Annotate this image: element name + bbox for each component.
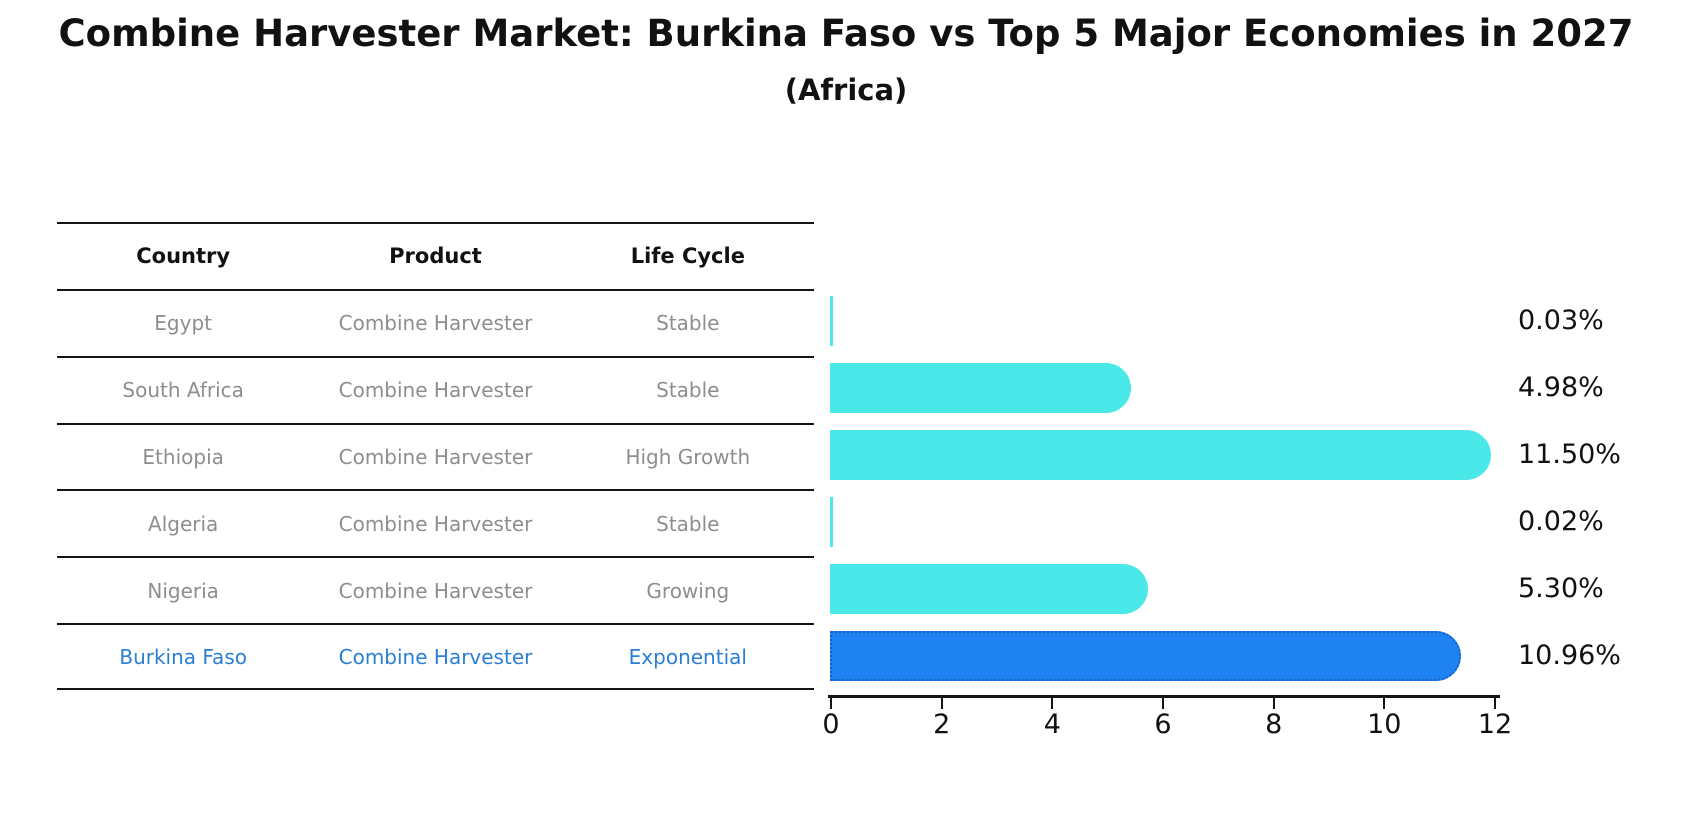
x-axis-tick (940, 698, 943, 709)
product-cell: Combine Harvester (338, 511, 533, 536)
country-cell: Egypt (154, 311, 213, 336)
value-label-egypt: 0.03% (1518, 305, 1604, 336)
product-cell: Combine Harvester (338, 311, 533, 336)
x-axis-tick (1494, 698, 1496, 709)
country-cell: Nigeria (147, 578, 219, 603)
lifecycle-cell: Exponential (628, 644, 747, 669)
column-header-country: Country (136, 244, 231, 269)
product-cell: Combine Harvester (338, 378, 533, 403)
table-row-nigeria: Nigeria Combine Harvester Growing (57, 556, 814, 623)
bar-burkina-faso (830, 631, 1462, 681)
x-axis-tick (1051, 698, 1054, 709)
country-cell: Ethiopia (142, 445, 224, 469)
country-cell: Algeria (148, 511, 219, 536)
table-header-row: Country Product Life Cycle (57, 222, 814, 289)
value-label-nigeria: 5.30% (1518, 573, 1604, 604)
x-axis-tick-label: 12 (1477, 709, 1513, 740)
x-axis-tick (1272, 698, 1275, 709)
lifecycle-cell: Stable (656, 378, 720, 403)
table-row-egypt: Egypt Combine Harvester Stable (57, 288, 814, 356)
bar-egypt (830, 296, 833, 346)
page-subtitle: (Africa) (784, 73, 908, 107)
lifecycle-cell: Stable (656, 511, 720, 536)
value-label-south-africa: 4.98% (1518, 372, 1604, 403)
x-axis-tick-label: 8 (1265, 709, 1283, 740)
x-axis-tick (830, 698, 832, 709)
x-axis-tick-label: 4 (1043, 709, 1061, 740)
country-table: Country Product Life Cycle Egypt Combine… (57, 222, 814, 691)
product-cell: Combine Harvester (338, 644, 533, 669)
country-cell: Burkina Faso (119, 644, 247, 669)
value-label-burkina-faso: 10.96% (1518, 640, 1621, 671)
bar-algeria (830, 497, 833, 547)
column-header-life-cycle: Life Cycle (630, 244, 745, 269)
table-row-algeria: Algeria Combine Harvester Stable (57, 489, 814, 556)
column-header-product: Product (389, 244, 482, 269)
product-cell: Combine Harvester (338, 445, 533, 469)
lifecycle-cell: Growing (646, 578, 730, 603)
bar-ethiopia (830, 430, 1492, 480)
table-row-south-africa: South Africa Combine Harvester Stable (57, 355, 814, 423)
country-cell: South Africa (122, 378, 244, 403)
table-row-burkina-faso: Burkina Faso Combine Harvester Exponenti… (57, 623, 814, 691)
lifecycle-cell: Stable (656, 311, 720, 336)
table-row-ethiopia: Ethiopia Combine Harvester High Growth (57, 422, 814, 490)
product-cell: Combine Harvester (338, 578, 533, 603)
bar-south-africa (830, 363, 1131, 413)
x-axis-tick (1162, 698, 1164, 709)
x-axis-tick-label: 10 (1367, 709, 1402, 740)
value-label-algeria: 0.02% (1518, 506, 1604, 537)
bar-nigeria (830, 564, 1149, 614)
value-label-ethiopia: 11.50% (1518, 439, 1621, 470)
lifecycle-cell: High Growth (625, 445, 751, 469)
x-axis-tick-label: 0 (822, 709, 840, 740)
page-title: Combine Harvester Market: Burkina Faso v… (58, 12, 1634, 55)
x-axis-tick-label: 2 (933, 709, 951, 740)
x-axis-line (828, 695, 1500, 698)
x-axis-tick-label: 6 (1154, 709, 1172, 740)
x-axis-tick (1383, 698, 1386, 709)
